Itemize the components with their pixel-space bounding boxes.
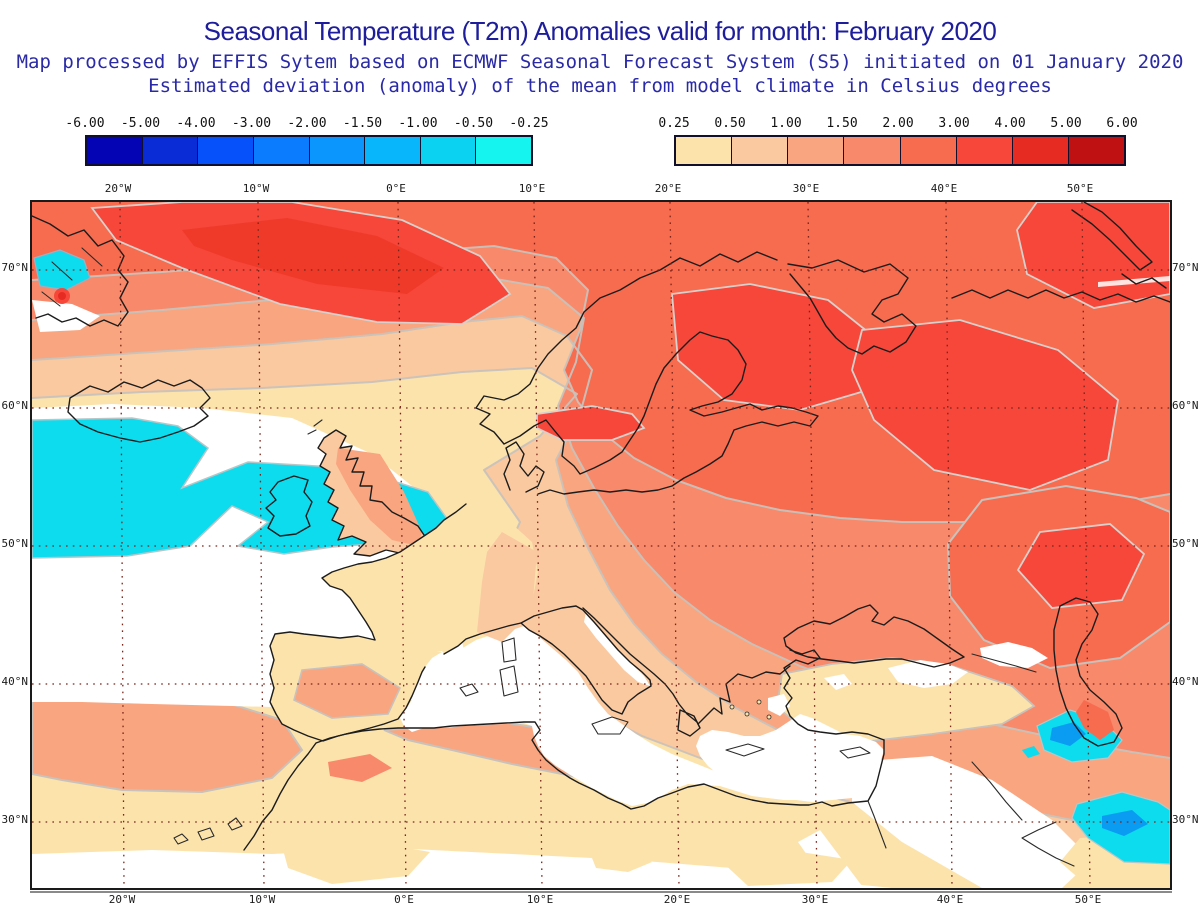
negative-scale-cell-1 [87, 137, 143, 164]
negative-colorbar [85, 135, 533, 166]
positive-scale-tick-label: 1.00 [770, 116, 802, 131]
lon-label-top: 20°E [654, 182, 682, 195]
kola-white-sea-coast [787, 259, 917, 355]
land-layer [67, 379, 1123, 845]
lon-label-bottom: 0°E [394, 893, 414, 906]
caspian-sea [1053, 597, 1123, 747]
positive-scale-cell-8 [1068, 137, 1124, 164]
iceland [67, 379, 211, 443]
positive-scale-cell-2 [732, 137, 789, 164]
positive-scale-cell-1 [676, 137, 733, 164]
positive-scale-cell-4 [844, 137, 901, 164]
positive-scale-tick-label: 4.00 [994, 116, 1026, 131]
coastline-layer [32, 202, 1170, 867]
subtitle-processing-info: Map processed by EFFIS Sytem based on EC… [16, 51, 1184, 73]
negative-scale-tick-label: -1.00 [398, 116, 438, 131]
positive-scale-cell-6 [956, 137, 1013, 164]
positive-scale-tick-label: 0.50 [714, 116, 746, 131]
lat-label-left: 40°N [1, 675, 29, 688]
lon-label-top: 30°E [792, 182, 820, 195]
novaya-zemlya-coast [1071, 202, 1167, 289]
lon-label-top: 50°E [1066, 182, 1094, 195]
positive-colorbar [674, 135, 1126, 166]
lon-label-bottom: 10°W [248, 893, 276, 906]
lon-label-bottom: 30°E [801, 893, 829, 906]
ireland [265, 475, 313, 537]
negative-scale-cell-3 [198, 137, 254, 164]
negative-scale-cell-8 [476, 137, 531, 164]
italy [520, 605, 652, 715]
lat-label-right: 30°N [1172, 813, 1199, 826]
lat-label-left: 50°N [1, 537, 29, 550]
cold-patch-greenland [33, 249, 91, 291]
scandinavia-coast [475, 251, 819, 495]
negative-scale-cell-2 [142, 137, 199, 164]
negative-scale-cell-5 [309, 137, 366, 164]
negative-scale-cell-7 [420, 137, 477, 164]
positive-colorbar-labels: 0.25 0.50 1.00 1.50 2.00 3.00 4.00 5.00 6.00 [658, 116, 1137, 131]
anomaly-map-svg [32, 202, 1170, 888]
negative-scale-tick-label: -0.25 [509, 116, 549, 131]
persian-gulf-coast [1021, 821, 1075, 867]
positive-scale-tick-label: 0.25 [658, 116, 690, 131]
lon-label-top: 10°E [518, 182, 546, 195]
anomaly-map [30, 200, 1172, 890]
negative-scale-cell-4 [253, 137, 310, 164]
caucasus-line [971, 653, 1037, 673]
lat-label-left: 70°N [1, 261, 29, 274]
denmark-coast [503, 441, 545, 493]
anatolia-coast [783, 649, 885, 741]
positive-scale-tick-label: 3.00 [938, 116, 970, 131]
negative-scale-tick-label: -1.50 [342, 116, 383, 131]
cyprus [839, 746, 871, 759]
balkan-greece-coast [582, 607, 791, 725]
lat-label-right: 40°N [1172, 675, 1199, 688]
positive-scale-tick-label: 1.50 [826, 116, 858, 131]
lon-label-bottom: 20°W [108, 893, 136, 906]
black-sea-coast [783, 604, 965, 668]
lon-label-bottom: 20°E [663, 893, 691, 906]
negative-scale-tick-label: -5.00 [120, 116, 161, 131]
levant-border-line [867, 800, 887, 849]
negative-scale-tick-label: -0.50 [453, 116, 494, 131]
lon-label-top: 40°E [930, 182, 958, 195]
map-frame-shadow [30, 891, 1172, 893]
positive-scale-tick-label: 6.00 [1106, 116, 1138, 131]
lon-label-top: 0°E [386, 182, 406, 195]
lon-label-bottom: 50°E [1074, 893, 1102, 906]
lon-label-top: 20°W [104, 182, 132, 195]
subtitle-units-info: Estimated deviation (anomaly) of the mea… [148, 75, 1052, 97]
arctic-russia-coast [951, 289, 1170, 303]
lat-label-right: 50°N [1172, 537, 1199, 550]
peloponnese-coast [677, 709, 701, 737]
positive-scale-cell-7 [1012, 137, 1069, 164]
negative-scale-cell-6 [365, 137, 421, 164]
lat-label-right: 60°N [1172, 399, 1199, 412]
lat-label-right: 70°N [1172, 261, 1199, 274]
positive-scale-tick-label: 2.00 [882, 116, 914, 131]
mesopotamia-rivers [971, 761, 1023, 821]
crete [725, 743, 765, 757]
lat-label-left: 30°N [1, 813, 29, 826]
negative-scale-tick-label: -6.00 [65, 116, 105, 131]
lon-label-bottom: 10°E [526, 893, 554, 906]
positive-scale-cell-5 [900, 137, 957, 164]
lon-label-bottom: 40°E [936, 893, 964, 906]
positive-scale-tick-label: 5.00 [1050, 116, 1082, 131]
positive-scale-cell-3 [788, 137, 845, 164]
negative-scale-tick-label: -4.00 [176, 116, 216, 131]
negative-scale-tick-label: -2.00 [287, 116, 327, 131]
greenland-coast [32, 215, 129, 327]
lon-label-top: 10°W [242, 182, 270, 195]
lat-label-left: 60°N [1, 399, 29, 412]
negative-colorbar-labels: -6.00 -5.00 -4.00 -3.00 -2.00 -1.50 -1.00 -0.50… [65, 116, 548, 131]
north-africa-coast [243, 721, 885, 851]
negative-scale-tick-label: -3.00 [231, 116, 272, 131]
page-title: Seasonal Temperature (T2m) Anomalies val… [203, 16, 997, 46]
